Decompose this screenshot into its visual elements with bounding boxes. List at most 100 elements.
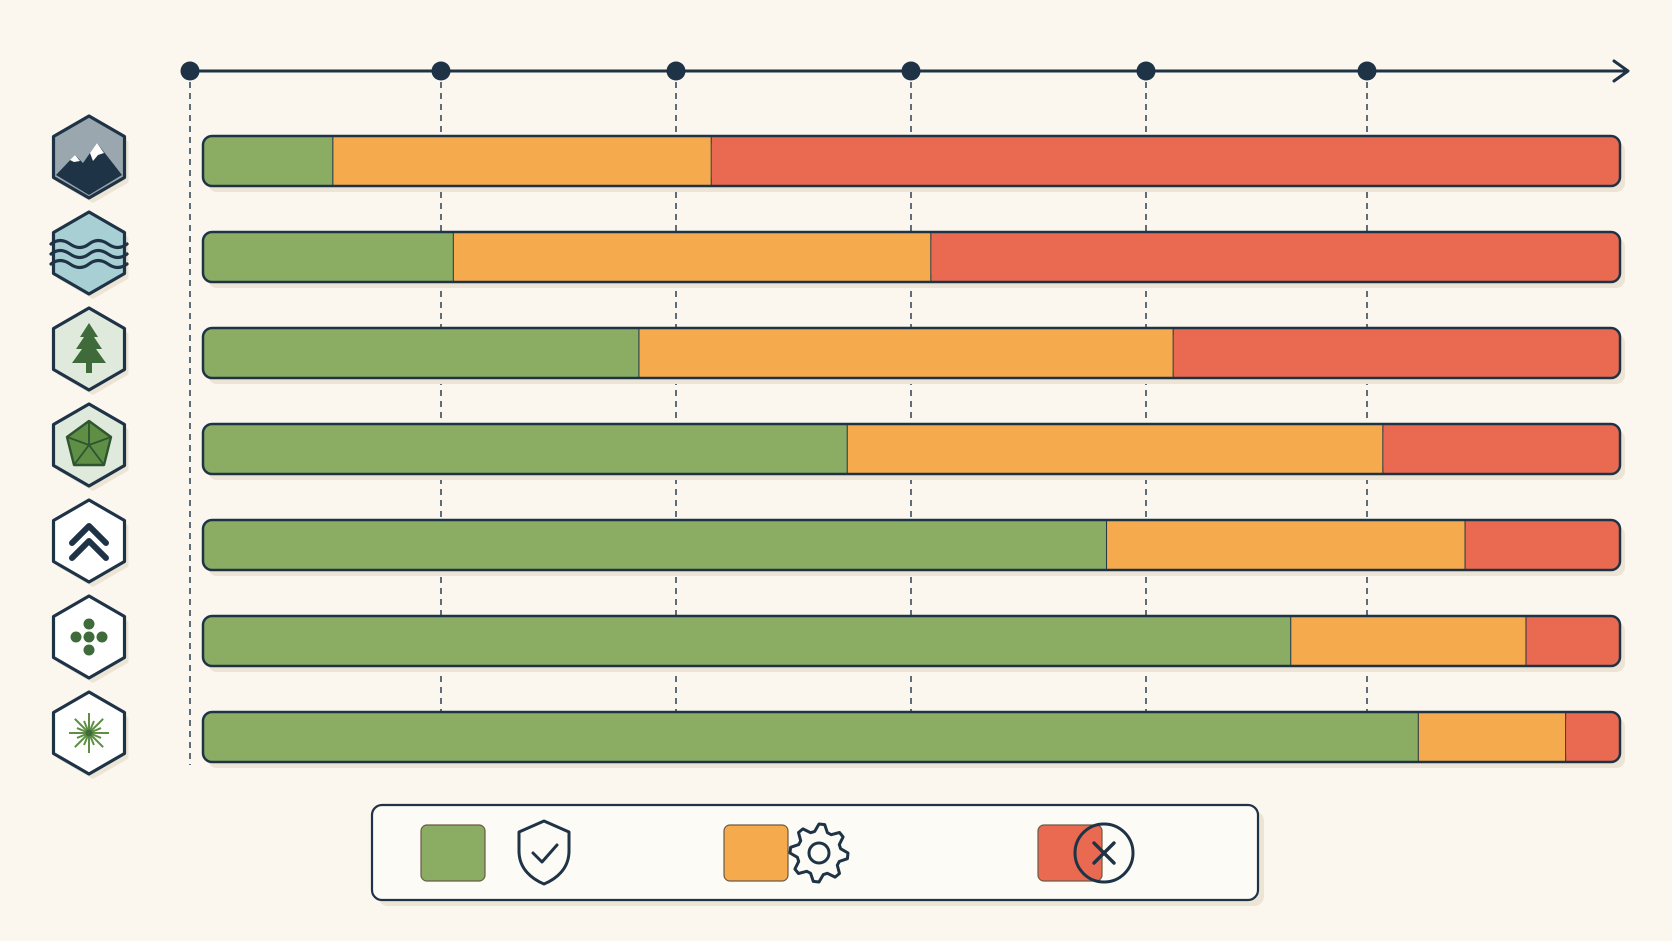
bar-outline	[201, 614, 1622, 668]
bar-row-3	[201, 326, 1625, 384]
bar-row-5	[201, 518, 1625, 576]
gear-teeth	[788, 822, 850, 884]
segment-fill	[1465, 520, 1478, 570]
wave-line-2	[49, 248, 129, 260]
segment-fill	[321, 136, 334, 186]
bar-segment-3-row-3	[1173, 328, 1620, 378]
legend-swatch-1	[420, 824, 486, 882]
bar-row-7	[201, 710, 1625, 768]
bar-outline	[201, 230, 1622, 284]
tree-crown	[72, 323, 106, 363]
segment-fill	[441, 232, 454, 282]
legend-swatch-3	[1037, 824, 1103, 882]
segment-group	[203, 616, 1292, 666]
bar-segment-3-row-2	[931, 232, 1620, 282]
bar-segment-2-row-5	[1107, 520, 1466, 570]
bars	[201, 134, 1625, 768]
starburst-icon	[51, 690, 129, 779]
category-icons	[49, 114, 129, 779]
mountain-icon	[51, 114, 129, 203]
segment-fill	[931, 232, 944, 282]
mountain-shape	[56, 143, 122, 195]
bar-outline	[201, 326, 1622, 380]
segment-group	[203, 520, 1108, 570]
bar-segment-2-row-6	[1291, 616, 1527, 666]
chevron-lower	[69, 538, 109, 561]
wave-line-1	[49, 238, 129, 250]
bar-segment-1-row-2	[203, 232, 454, 282]
bar-segment-3-row-7	[1566, 712, 1620, 762]
bar-outline	[201, 518, 1622, 572]
bar-segment-1-row-3	[203, 328, 640, 378]
bar-segment-2-row-7	[1418, 712, 1567, 762]
mountain-snowcap-small	[70, 155, 80, 162]
close-circle-icon	[1073, 822, 1135, 884]
gem-facets	[66, 421, 112, 466]
bar-row-4	[201, 422, 1625, 480]
segment-fill	[1566, 712, 1579, 762]
dot-1	[83, 618, 95, 630]
mountain-snowcap	[90, 143, 104, 161]
close-x	[1092, 841, 1116, 865]
segment-group	[203, 136, 334, 186]
segment-group	[931, 232, 1620, 282]
segment-group	[1465, 520, 1620, 570]
gear-icon	[788, 822, 850, 884]
dot-3	[83, 631, 95, 643]
segment-fill	[711, 136, 724, 186]
dot-5	[83, 644, 95, 656]
bar-outline	[201, 422, 1622, 476]
x-axis-tick-2	[431, 61, 451, 81]
bar-segment-2-row-3	[639, 328, 1174, 378]
bar-segment-1-row-4	[203, 424, 848, 474]
x-axis-tick-3	[666, 61, 686, 81]
double-chevron-up-icon	[51, 498, 129, 587]
segment-fill	[1095, 520, 1108, 570]
x-axis-tick-5	[1136, 61, 1156, 81]
bar-segment-3-row-1	[711, 136, 1620, 186]
bar-outline	[201, 134, 1622, 188]
segment-group	[711, 136, 1620, 186]
dots-cluster-icon	[51, 594, 129, 683]
close-circle	[1073, 822, 1135, 884]
bar-segment-2-row-4	[847, 424, 1384, 474]
crystal-gem-icon	[51, 402, 129, 491]
bar-segment-3-row-4	[1383, 424, 1620, 474]
bar-row-6	[201, 614, 1625, 672]
water-waves-icon	[49, 210, 129, 299]
bar-outline	[201, 710, 1622, 764]
tree-trunk	[86, 363, 92, 373]
segment-group	[1383, 424, 1620, 474]
shield-check-icon	[517, 819, 571, 886]
check-mark	[531, 843, 559, 864]
bar-segment-1-row-7	[203, 712, 1419, 762]
segment-fill	[1383, 424, 1396, 474]
segment-group	[203, 712, 1419, 762]
segment-group	[1566, 712, 1620, 762]
starburst-center	[85, 729, 93, 737]
bar-segment-2-row-1	[333, 136, 712, 186]
x-axis-tick-6	[1357, 61, 1377, 81]
segment-fill	[627, 328, 640, 378]
wave-line-3	[49, 258, 129, 270]
bar-segment-1-row-5	[203, 520, 1108, 570]
segment-fill	[1173, 328, 1186, 378]
segment-fill	[835, 424, 848, 474]
segment-group	[1173, 328, 1620, 378]
dot-4	[96, 631, 108, 643]
segment-fill	[1526, 616, 1539, 666]
segment-fill	[1279, 616, 1292, 666]
dot-2	[70, 631, 82, 643]
x-axis-arrowhead	[1612, 59, 1630, 83]
legend-swatch-2	[723, 824, 789, 882]
segment-group	[203, 328, 640, 378]
shield-outline	[517, 819, 571, 886]
x-axis-tick-4	[901, 61, 921, 81]
x-axis-tick-1	[180, 61, 200, 81]
bar-segment-1-row-1	[203, 136, 334, 186]
segment-group	[203, 232, 454, 282]
bar-segment-3-row-5	[1465, 520, 1620, 570]
bar-row-1	[201, 134, 1625, 192]
